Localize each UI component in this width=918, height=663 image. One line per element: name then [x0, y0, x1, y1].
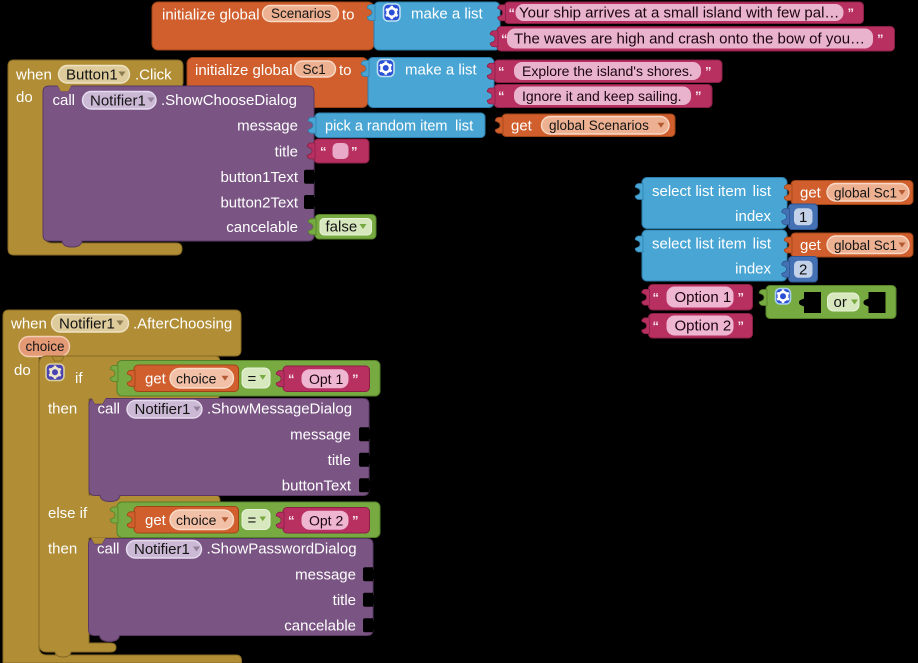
svg-text:”: ”	[695, 89, 702, 104]
svg-text:Scenarios: Scenarios	[271, 6, 331, 21]
svg-text:Explore the island's shores.: Explore the island's shores.	[522, 63, 693, 79]
svg-text:to: to	[339, 62, 352, 79]
svg-text:”: ”	[848, 5, 855, 20]
svg-text:“: “	[498, 89, 505, 104]
svg-text:index: index	[735, 261, 771, 278]
svg-text:Opt 2: Opt 2	[309, 512, 343, 528]
svg-text:get: get	[800, 237, 822, 254]
svg-text:.ShowPasswordDialog: .ShowPasswordDialog	[207, 541, 357, 558]
svg-text:global Scenarios: global Scenarios	[549, 118, 649, 133]
svg-text:”: ”	[352, 513, 359, 528]
svg-text:title: title	[328, 452, 351, 469]
svg-text:or: or	[834, 294, 847, 311]
svg-text:get: get	[800, 185, 822, 202]
svg-text:“: “	[653, 318, 660, 333]
svg-text:else if: else if	[48, 505, 88, 522]
svg-text:global Sc1: global Sc1	[834, 185, 897, 200]
svg-text:choice: choice	[176, 512, 217, 528]
svg-text:list: list	[753, 183, 772, 200]
svg-text:”: ”	[738, 290, 745, 305]
svg-text:Notifier1: Notifier1	[135, 401, 191, 418]
svg-text:make a list: make a list	[405, 61, 478, 78]
svg-text:Notifier1: Notifier1	[134, 541, 190, 558]
svg-text:buttonText: buttonText	[282, 478, 352, 495]
svg-text:get: get	[145, 371, 167, 388]
svg-text:call: call	[97, 541, 120, 558]
svg-text:message: message	[237, 118, 298, 135]
svg-text:.AfterChoosing: .AfterChoosing	[133, 316, 232, 333]
svg-text:”: ”	[877, 31, 884, 46]
svg-text:cancelable: cancelable	[284, 618, 356, 635]
svg-text:call: call	[53, 92, 76, 109]
svg-text:”: ”	[352, 372, 359, 387]
svg-text:The waves are high and crash o: The waves are high and crash onto the bo…	[514, 31, 865, 48]
svg-text:2: 2	[799, 262, 807, 279]
svg-text:”: ”	[738, 318, 745, 333]
svg-text:.Click: .Click	[135, 67, 172, 84]
svg-text:get: get	[511, 117, 533, 134]
svg-text:Your ship arrives at a small i: Your ship arrives at a small island with…	[519, 5, 839, 22]
svg-text:Button1: Button1	[66, 67, 118, 84]
svg-text:“: “	[288, 372, 295, 387]
svg-text:do: do	[16, 89, 33, 106]
svg-text:initialize global: initialize global	[162, 7, 260, 24]
svg-text:title: title	[275, 143, 298, 160]
svg-text:index: index	[735, 208, 771, 225]
svg-text:=: =	[248, 370, 257, 387]
svg-text:Ignore it and keep sailing.: Ignore it and keep sailing.	[522, 88, 682, 104]
svg-text:list: list	[753, 236, 772, 253]
svg-text:Opt 1: Opt 1	[309, 371, 343, 387]
svg-text:=: =	[248, 512, 257, 529]
svg-text:.ShowMessageDialog: .ShowMessageDialog	[207, 401, 352, 418]
svg-text:list: list	[455, 117, 474, 134]
svg-text:choice: choice	[26, 339, 65, 354]
svg-text:button1Text: button1Text	[220, 169, 298, 186]
svg-text:message: message	[295, 567, 356, 584]
svg-text:make a list: make a list	[411, 5, 484, 22]
svg-text:Sc1: Sc1	[303, 62, 326, 77]
svg-text:“: “	[509, 5, 516, 20]
svg-text:if: if	[75, 370, 83, 387]
svg-text:call: call	[98, 401, 121, 418]
svg-text:get: get	[145, 512, 167, 529]
svg-text:“: “	[498, 64, 505, 79]
svg-text:1: 1	[799, 209, 807, 226]
svg-text:choice: choice	[176, 370, 217, 386]
svg-text:then: then	[48, 540, 77, 557]
svg-text:then: then	[48, 401, 77, 418]
svg-text:cancelable: cancelable	[226, 219, 298, 236]
svg-text:Notifier1: Notifier1	[59, 316, 115, 333]
svg-text:to: to	[342, 7, 355, 24]
svg-text:”: ”	[705, 64, 712, 79]
svg-text:“: “	[320, 144, 327, 159]
svg-text:Option 2: Option 2	[675, 318, 732, 335]
svg-text:Option 1: Option 1	[675, 289, 732, 306]
svg-text:pick a random item: pick a random item	[325, 118, 448, 134]
svg-text:title: title	[333, 592, 356, 609]
svg-text:select list item: select list item	[652, 183, 746, 200]
svg-text:”: ”	[351, 144, 358, 159]
svg-text:“: “	[288, 513, 295, 528]
svg-text:global Sc1: global Sc1	[834, 238, 897, 253]
svg-text:“: “	[501, 31, 508, 46]
svg-text:false: false	[326, 219, 358, 236]
svg-text:select list item: select list item	[652, 236, 746, 253]
svg-text:message: message	[290, 427, 351, 444]
svg-text:initialize global: initialize global	[195, 62, 293, 79]
svg-text:when: when	[15, 67, 52, 84]
svg-text:when: when	[10, 316, 47, 333]
svg-text:do: do	[14, 362, 31, 379]
svg-text:button2Text: button2Text	[220, 194, 298, 211]
svg-text:.ShowChooseDialog: .ShowChooseDialog	[161, 92, 297, 109]
svg-text:“: “	[653, 290, 660, 305]
svg-text:Notifier1: Notifier1	[90, 92, 146, 109]
